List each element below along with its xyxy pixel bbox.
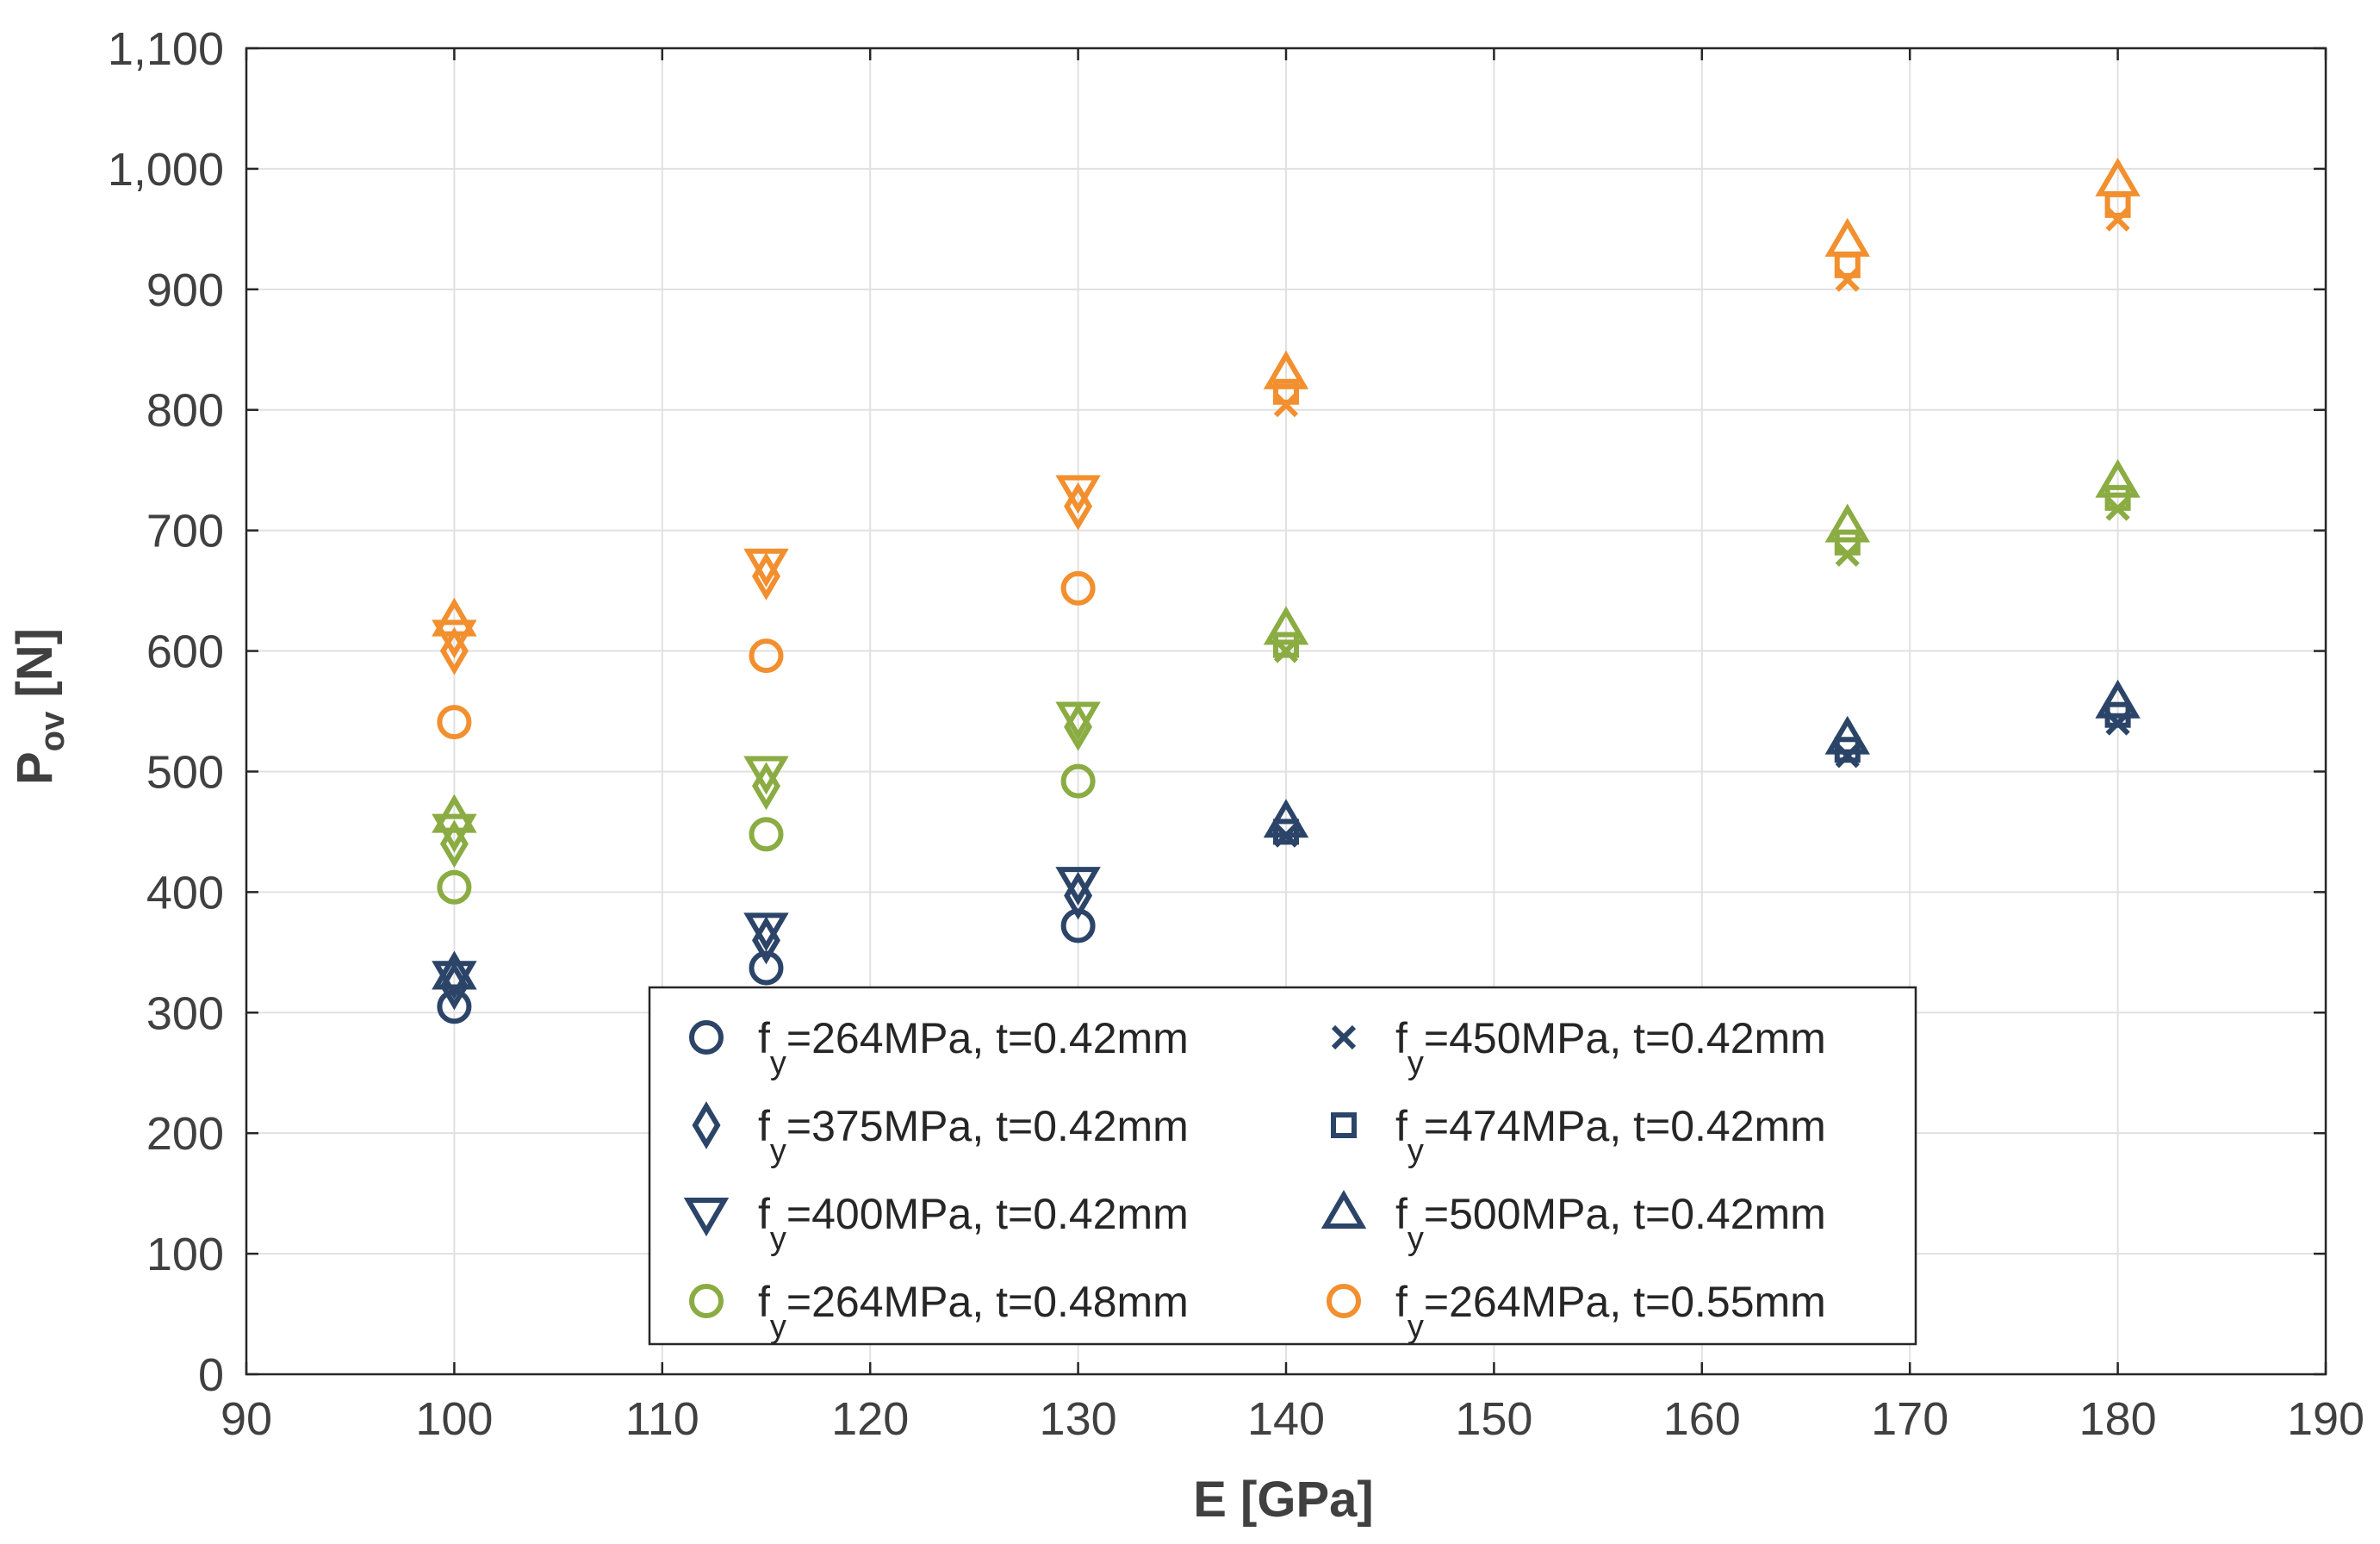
- data-point-triangle-up: [432, 794, 477, 833]
- legend-marker-circle: [689, 1020, 724, 1055]
- data-point-triangle-down: [1055, 701, 1101, 741]
- data-point-triangle-up: [2095, 679, 2141, 719]
- data-point-circle: [749, 817, 784, 852]
- x-tick-label: 180: [2079, 1393, 2157, 1445]
- data-point-triangle-down: [1055, 867, 1101, 906]
- data-point-triangle-up: [2095, 458, 2141, 498]
- x-tick-label: 130: [1040, 1393, 1117, 1445]
- y-tick-label: 800: [146, 385, 224, 437]
- y-tick-label: 700: [146, 506, 224, 557]
- legend-box: [648, 986, 1917, 1346]
- x-tick-label: 120: [831, 1393, 909, 1445]
- legend-label: fy=400MPa, t=0.42mm: [758, 1190, 1189, 1257]
- data-point-triangle-up: [2095, 157, 2141, 196]
- data-point-triangle-up: [1824, 715, 1871, 755]
- data-point-triangle-down: [743, 756, 789, 795]
- legend-marker-diamond: [692, 1101, 721, 1149]
- data-point-triangle-down: [743, 548, 789, 588]
- data-point-triangle-up: [1263, 606, 1309, 645]
- y-tick-label: 200: [146, 1108, 224, 1160]
- tick-labels: 90 100 110 120 130 140 150 160 170 180 190 0 100 200 3…: [108, 23, 2364, 1445]
- y-tick-label: 500: [146, 746, 224, 798]
- y-tick-label: 100: [146, 1229, 224, 1280]
- x-tick-label: 170: [1871, 1393, 1948, 1445]
- legend-marker-triangle-down: [683, 1198, 730, 1236]
- legend-marker-circle: [1327, 1284, 1361, 1318]
- y-axis-title-unit: [N]: [7, 628, 63, 712]
- data-point-x: [1273, 393, 1299, 418]
- data-point-triangle-down: [1055, 475, 1101, 514]
- data-point-x: [1835, 267, 1860, 292]
- data-point-square: [1273, 632, 1299, 658]
- data-point-circle: [1060, 763, 1096, 799]
- x-tick-label: 150: [1455, 1393, 1532, 1445]
- y-axis-title-main: P: [7, 751, 63, 785]
- plot-frame: [245, 47, 2327, 1376]
- data-point-triangle-up: [432, 597, 477, 637]
- data-points: [432, 157, 2141, 1024]
- data-point-triangle-down: [432, 961, 477, 1000]
- legend-label: fy=264MPa, t=0.42mm: [758, 1014, 1189, 1081]
- legend-marker-x: [1331, 1024, 1357, 1050]
- y-tick-label: 1,100: [108, 23, 224, 75]
- data-point-triangle-up: [1263, 350, 1309, 389]
- x-tick-label: 140: [1247, 1393, 1325, 1445]
- data-point-triangle-up: [1824, 217, 1871, 257]
- legend-label: fy=474MPa, t=0.42mm: [1395, 1102, 1826, 1169]
- legend: fy=264MPa, t=0.42mm fy=450MPa, t=0.42mm fy…: [648, 986, 1917, 1346]
- y-tick-label: 900: [146, 265, 224, 316]
- y-tick-label: 1,000: [108, 144, 224, 196]
- data-point-triangle-up: [1263, 799, 1309, 838]
- data-point-triangle-down: [432, 619, 477, 659]
- legend-label: fy=450MPa, t=0.42mm: [1395, 1014, 1826, 1081]
- y-axis-title-subscript: ov: [34, 711, 71, 751]
- x-tick-label: 100: [415, 1393, 493, 1445]
- data-point-circle: [1060, 570, 1096, 606]
- legend-marker-square: [1331, 1112, 1357, 1138]
- data-point-x: [2105, 207, 2130, 232]
- data-point-square: [1273, 378, 1299, 405]
- y-tick-label: 400: [146, 867, 224, 918]
- legend-label: fy=264MPa, t=0.55mm: [1395, 1278, 1826, 1345]
- data-point-square: [2104, 484, 2131, 511]
- x-axis-title: E [GPa]: [1193, 1472, 1374, 1528]
- x-tick-label: 160: [1663, 1393, 1741, 1445]
- y-tick-label: 0: [198, 1349, 224, 1401]
- data-point-circle: [437, 705, 472, 740]
- y-axis-title: Pov [N]: [7, 628, 71, 785]
- x-tick-label: 90: [221, 1393, 272, 1445]
- legend-label: fy=264MPa, t=0.48mm: [758, 1278, 1189, 1345]
- y-tick-label: 600: [146, 626, 224, 678]
- axes: [245, 47, 2327, 1376]
- data-point-square: [1834, 529, 1861, 556]
- data-point-circle: [437, 869, 472, 905]
- legend-label: fy=500MPa, t=0.42mm: [1395, 1190, 1826, 1257]
- x-tick-label: 110: [625, 1393, 699, 1445]
- data-point-square: [1273, 819, 1299, 845]
- data-point-triangle-down: [743, 912, 789, 952]
- data-point-circle: [749, 638, 784, 674]
- data-point-triangle-up: [1824, 503, 1871, 543]
- y-tick-label: 300: [146, 987, 224, 1039]
- legend-label: fy=375MPa, t=0.42mm: [758, 1102, 1189, 1169]
- data-point-circle: [749, 950, 784, 986]
- x-tick-label: 190: [2287, 1393, 2364, 1445]
- legend-marker-triangle-up: [1320, 1190, 1367, 1229]
- legend-marker-circle: [689, 1284, 724, 1318]
- data-point-triangle-up: [432, 950, 477, 990]
